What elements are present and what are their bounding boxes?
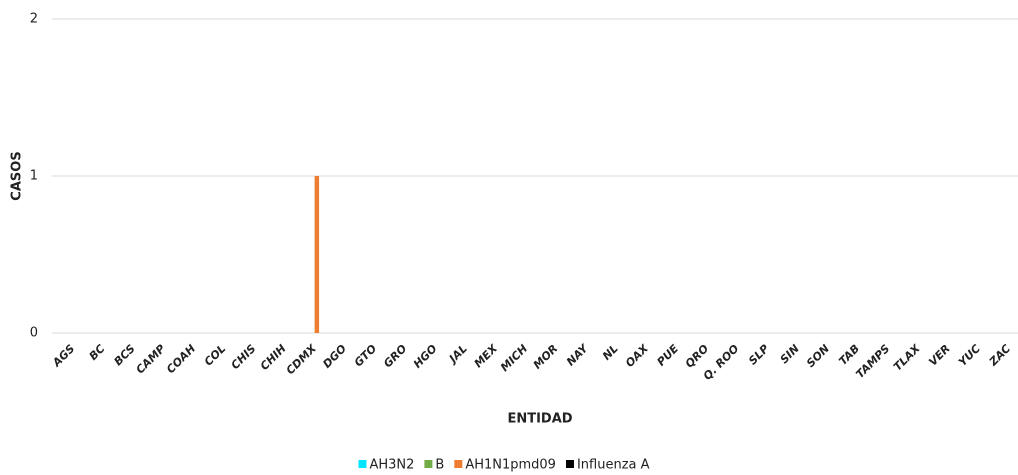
- x-tick-label: CAMP: [134, 342, 168, 376]
- x-tick-label: YUC: [956, 342, 983, 369]
- y-axis-title: CASOS: [10, 151, 25, 200]
- x-tick-label: ZAC: [986, 342, 1013, 369]
- x-tick-label: SON: [804, 342, 832, 370]
- x-tick-label: PUE: [655, 342, 682, 369]
- x-tick-label: CDMX: [284, 342, 319, 377]
- legend-label: AH1N1pmd09: [465, 458, 556, 473]
- x-tick-label: MOR: [531, 342, 561, 372]
- legend-swatch: [424, 460, 433, 468]
- x-axis-title: ENTIDAD: [507, 412, 572, 427]
- x-tick-label: GRO: [381, 342, 409, 370]
- bar: [314, 176, 320, 333]
- y-tick-label: 2: [30, 12, 38, 27]
- legend-label: AH3N2: [369, 458, 414, 473]
- x-tick-label: BC: [87, 342, 108, 363]
- x-tick-label: GTO: [352, 342, 379, 369]
- x-tick-label: COAH: [164, 342, 198, 376]
- x-tick-label: BCS: [112, 342, 138, 368]
- x-tick-label: NAY: [564, 341, 591, 368]
- legend-label: B: [435, 458, 444, 473]
- x-tick-label: TAMPS: [853, 342, 892, 381]
- y-tick-label: 0: [30, 326, 38, 341]
- x-tick-label: SLP: [746, 342, 771, 367]
- x-tick-label: NL: [600, 342, 621, 363]
- legend-label: Influenza A: [577, 458, 650, 473]
- x-tick-label: JAL: [445, 342, 469, 366]
- x-tick-label: MICH: [498, 342, 530, 374]
- x-tick-label: TAB: [836, 342, 862, 368]
- legend-swatch: [565, 460, 574, 468]
- x-tick-label: MEX: [472, 342, 501, 371]
- x-tick-label: COL: [202, 342, 228, 368]
- x-tick-label: CHIS: [229, 342, 259, 372]
- x-tick-label: HGO: [411, 342, 440, 371]
- x-tick-label: OAX: [623, 342, 651, 370]
- y-tick-label: 1: [30, 169, 38, 184]
- legend-swatch: [358, 460, 367, 468]
- x-tick-label: VER: [926, 342, 953, 369]
- x-tick-label: TLAX: [891, 342, 923, 374]
- x-tick-label: DGO: [320, 342, 349, 371]
- x-tick-label: SIN: [778, 342, 802, 366]
- x-tick-label: AGS: [49, 342, 77, 370]
- legend-swatch: [454, 460, 463, 468]
